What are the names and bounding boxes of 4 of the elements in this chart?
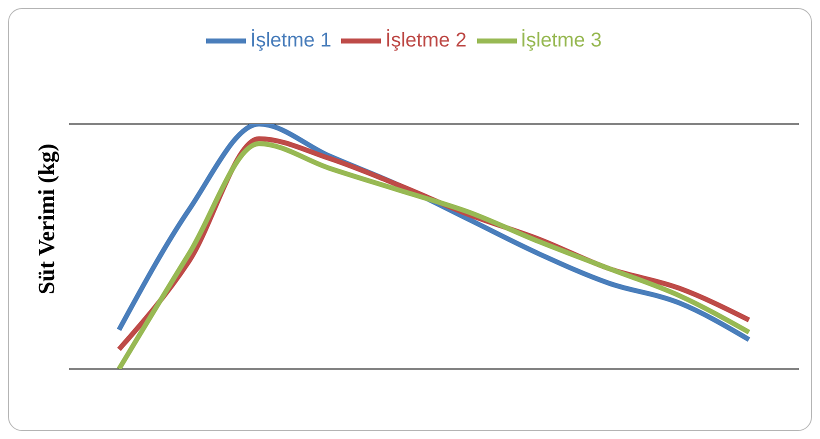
legend-label: İşletme 2 (385, 29, 467, 52)
y-axis-title: Süt Verimi (kg) (34, 144, 60, 294)
legend-label: İşletme 1 (250, 29, 332, 52)
legend-label: İşletme 3 (520, 29, 602, 52)
